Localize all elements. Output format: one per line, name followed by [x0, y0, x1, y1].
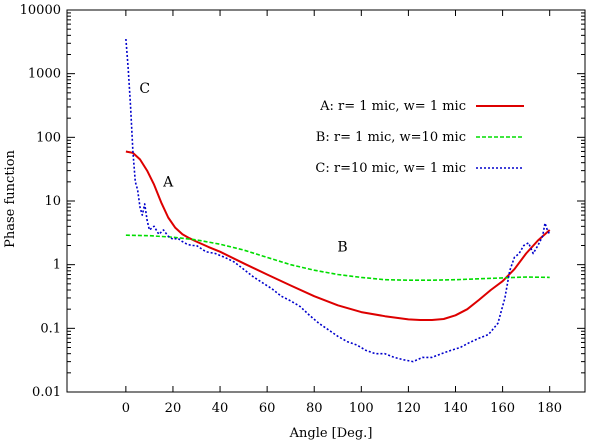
y-tick-label: 100: [36, 130, 61, 145]
x-tick-label: 140: [443, 401, 468, 416]
axis-ticks: 0 20 40 60 80 100 120 140 160 180 0.01 0.1 1 10 100 100…: [20, 3, 585, 416]
x-tick-label: 180: [537, 401, 562, 416]
x-tick-label: 0: [122, 401, 130, 416]
legend-label-a: A: r= 1 mic, w= 1 mic: [319, 99, 466, 114]
x-tick-label: 100: [349, 401, 374, 416]
x-tick-label: 20: [165, 401, 182, 416]
y-axis-title: Phase function: [3, 149, 18, 247]
annotation-a: A: [162, 174, 174, 190]
x-tick-label: 160: [490, 401, 515, 416]
series-a-line: [125, 150, 551, 321]
plot-frame: [66, 9, 586, 393]
y-tick-label: 1: [53, 258, 61, 273]
y-tick-label: 10000: [20, 3, 61, 18]
x-tick-label: 40: [212, 401, 229, 416]
y-tick-label: 0.1: [40, 321, 61, 336]
annotations: C A B: [139, 81, 347, 256]
series-layer: [125, 38, 551, 363]
annotation-c: C: [139, 81, 150, 97]
y-tick-label: 1000: [28, 67, 61, 82]
x-tick-label: 80: [306, 401, 323, 416]
x-tick-label: 120: [396, 401, 421, 416]
y-tick-label: 10: [44, 194, 61, 209]
plot-area: [66, 9, 586, 393]
y-tick-label: 0.01: [32, 385, 61, 400]
x-axis-title: Angle [Deg.]: [289, 426, 373, 441]
legend-label-b: B: r= 1 mic, w=10 mic: [316, 130, 466, 145]
legend: A: r= 1 mic, w= 1 mic B: r= 1 mic, w=10 m…: [315, 99, 524, 176]
x-tick-label: 60: [259, 401, 276, 416]
annotation-b: B: [337, 240, 347, 256]
series-b-line: [125, 234, 550, 282]
legend-label-c: C: r=10 mic, w= 1 mic: [315, 161, 466, 176]
series-c-line: [125, 38, 551, 363]
